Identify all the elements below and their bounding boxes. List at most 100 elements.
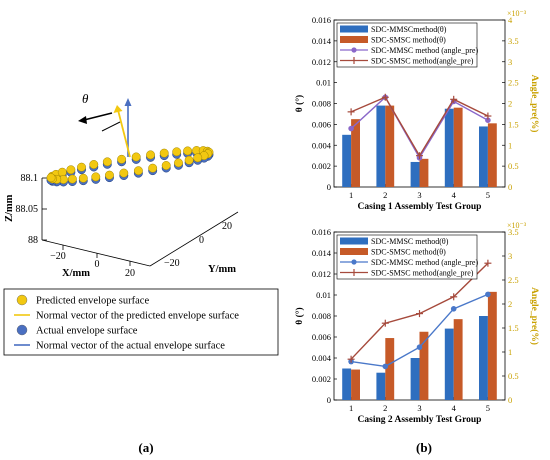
y-tick-label: 0.002 bbox=[312, 161, 331, 171]
legend-swatch-bar bbox=[340, 25, 368, 33]
y-tick-label: 0.004 bbox=[312, 140, 332, 150]
predicted-surface-point bbox=[146, 150, 155, 160]
z-axis-label: Z/mm bbox=[4, 194, 15, 222]
bar-mmsc-theta bbox=[444, 108, 454, 187]
bar-smsc-theta bbox=[351, 369, 360, 400]
point-smsc-angle bbox=[416, 310, 423, 318]
y-tick-label: 0.002 bbox=[312, 374, 331, 384]
bar-mmsc-theta bbox=[342, 368, 352, 400]
legend-swatch-dot bbox=[16, 324, 28, 336]
y2-tick-label: 1 bbox=[508, 347, 512, 357]
x-tick-label: 4 bbox=[452, 403, 457, 413]
y2-tick-label: 1.5 bbox=[508, 323, 519, 333]
bar-mmsc-theta bbox=[376, 372, 386, 400]
point-smsc-angle bbox=[347, 108, 355, 116]
x-tick-label: 20 bbox=[125, 268, 135, 279]
x-tick-label: 2 bbox=[383, 190, 387, 200]
y-tick-label: 0.008 bbox=[312, 99, 331, 109]
x-axis-label: Casing 1 Assembly Test Group bbox=[358, 202, 482, 212]
chart-legend-label: SDC-MMSC method (angle_pre) bbox=[371, 46, 478, 55]
predicted-surface-point bbox=[193, 153, 203, 163]
y2-exponent: ×10⁻³ bbox=[507, 9, 527, 18]
casing-1-chart: 0 0.002 0.004 0.006 0.008 0.01 0.012 0.014 0.016… bbox=[294, 9, 540, 212]
predicted-surface-point bbox=[133, 166, 143, 176]
theta-arrow bbox=[101, 121, 121, 132]
plot3d-legend: Predicted envelope surface Normal vector … bbox=[3, 288, 279, 356]
y2-tick-label: 2.5 bbox=[508, 275, 519, 285]
y-tick-label: 0.012 bbox=[312, 57, 331, 67]
predicted-surface-point bbox=[89, 160, 99, 169]
casing-2-chart: 0 0.002 0.004 0.006 0.008 0.01 0.012 0.014 0.016… bbox=[294, 221, 540, 425]
predicted-surface-point bbox=[91, 172, 101, 182]
bar-mmsc-theta bbox=[479, 126, 488, 187]
plot3d-legend-frame bbox=[3, 288, 279, 356]
point-smsc-angle bbox=[347, 355, 355, 363]
x-tick-label: 3 bbox=[417, 190, 421, 200]
predicted-surface-point bbox=[131, 152, 141, 162]
z-tick-label: 88.1 bbox=[21, 173, 39, 184]
y2-tick-label: 2 bbox=[508, 299, 512, 309]
bar-smsc-theta bbox=[385, 338, 395, 400]
x-axis-label: Casing 2 Assembly Test Group bbox=[358, 415, 482, 425]
predicted-surface-point bbox=[174, 158, 183, 168]
x-tick-label: 0 bbox=[95, 259, 100, 270]
legend-swatch-bar bbox=[340, 237, 368, 245]
theta-label: θ bbox=[82, 91, 89, 106]
theta-arrow-head bbox=[78, 116, 87, 124]
y2-tick-label: 4 bbox=[508, 15, 513, 25]
y2-axis-label: Angle_pre(%) bbox=[529, 287, 540, 345]
x-tick-label: 2 bbox=[383, 403, 387, 413]
y-tick-label: 0.01 bbox=[316, 78, 331, 88]
x-tick-label: −20 bbox=[50, 251, 66, 262]
y2-tick-label: 0 bbox=[508, 395, 512, 405]
predicted-surface-point bbox=[159, 148, 169, 158]
bar-smsc-theta bbox=[419, 158, 429, 187]
point-smsc-angle bbox=[484, 259, 492, 267]
y-tick-label: 0 bbox=[327, 395, 331, 405]
predicted-envelope-surface bbox=[46, 146, 214, 184]
point-mmsc-angle bbox=[348, 125, 354, 132]
predicted-surface-point bbox=[66, 165, 76, 175]
bar-smsc-theta bbox=[419, 331, 429, 400]
y-axis-label: Y/mm bbox=[208, 264, 236, 275]
predicted-surface-point bbox=[117, 154, 127, 164]
predicted-normal-vector bbox=[117, 109, 131, 158]
point-smsc-angle bbox=[416, 152, 423, 160]
chart-legend-label: SDC-MMSC method(θ) bbox=[371, 237, 449, 246]
x-axis-line bbox=[41, 239, 151, 267]
bar-smsc-theta bbox=[453, 107, 463, 187]
point-smsc-angle bbox=[484, 112, 492, 120]
y-tick-label: 0.016 bbox=[312, 227, 331, 237]
bar-mmsc-theta bbox=[376, 105, 386, 187]
x-axis-label: X/mm bbox=[62, 268, 90, 279]
point-mmsc-angle bbox=[450, 306, 457, 312]
x-tick-label: 3 bbox=[417, 403, 421, 413]
y-tick-label: 0.006 bbox=[312, 332, 331, 342]
plot3d-legend-label: Normal vector of the actual envelope sur… bbox=[36, 341, 225, 352]
actual-normal-vector-arrowhead bbox=[124, 98, 132, 106]
x-tick-label: 5 bbox=[486, 403, 490, 413]
chart-legend-label: SDC-SMSC method(angle_pre) bbox=[371, 269, 474, 278]
y2-tick-label: 0.5 bbox=[508, 371, 519, 381]
predicted-surface-point bbox=[78, 173, 88, 183]
bar-mmsc-theta bbox=[410, 161, 420, 187]
predicted-surface-point bbox=[77, 162, 86, 172]
y-axis-label: θ (°) bbox=[294, 95, 305, 112]
predicted-surface-point bbox=[184, 155, 194, 165]
y-tick-label: 0.008 bbox=[312, 311, 331, 321]
plot3d-legend-label: Actual envelope surface bbox=[36, 326, 138, 337]
y2-exponent: ×10⁻³ bbox=[507, 221, 527, 230]
point-mmsc-angle bbox=[382, 363, 389, 370]
predicted-surface-point bbox=[46, 173, 56, 183]
y-tick-label: 0.014 bbox=[312, 36, 332, 46]
predicted-surface-point bbox=[172, 147, 182, 157]
point-smsc-angle bbox=[450, 95, 458, 103]
y-tick-label: 0 bbox=[199, 235, 204, 246]
bar-mmsc-theta bbox=[342, 134, 352, 187]
bar-mmsc-theta bbox=[479, 316, 488, 400]
point-smsc-angle bbox=[381, 319, 389, 327]
bar-smsc-theta bbox=[351, 119, 360, 187]
plot3d-legend-label: Normal vector of the predicted envelope … bbox=[36, 311, 239, 322]
bar-mmsc-theta bbox=[410, 358, 420, 400]
y-tick-label: 0.016 bbox=[312, 15, 331, 25]
